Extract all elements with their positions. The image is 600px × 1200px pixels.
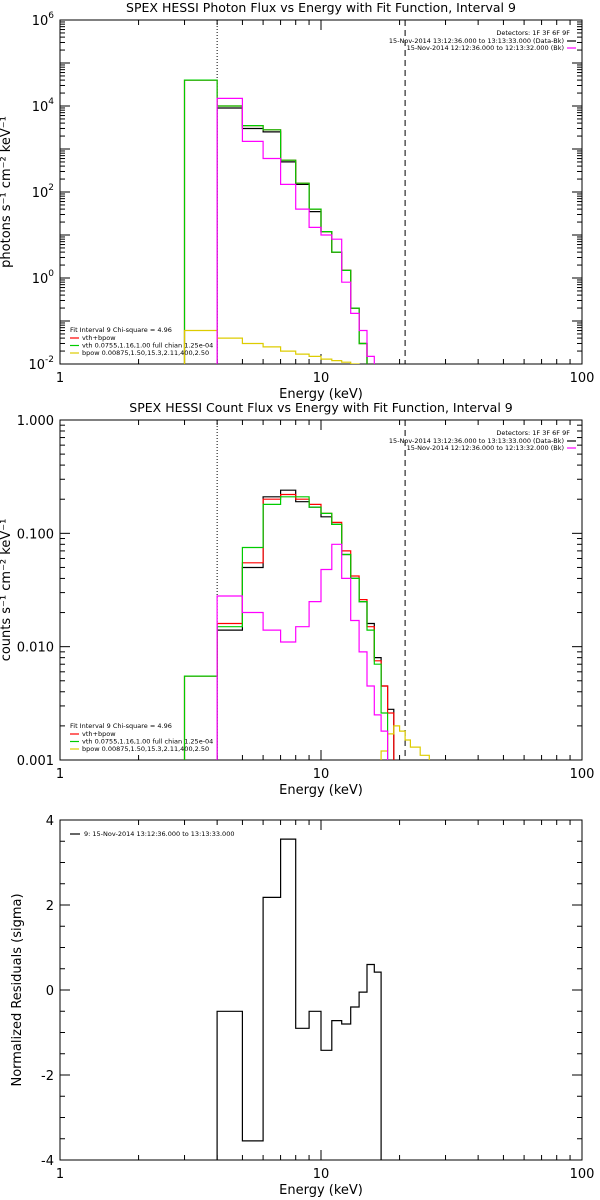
y-tick-exponent: -2 — [45, 355, 54, 365]
y-tick-label: 0.001 — [17, 754, 54, 769]
fit-legend-item: vth+bpow — [82, 334, 116, 342]
y-tick-label: 106 — [32, 11, 55, 29]
series-vth-bpow — [183, 493, 395, 760]
x-axis-label: Energy (keV) — [279, 1183, 363, 1198]
chart-panel-2: SPEX HESSI Count Flux vs Energy with Fit… — [0, 400, 594, 798]
y-tick-mantissa: 10 — [32, 272, 49, 287]
series-background — [216, 543, 389, 760]
y-tick-label: 0.100 — [17, 527, 54, 542]
legend-header: Detectors: 1F 3F 6F 9F — [496, 429, 570, 437]
y-tick-label: 1.000 — [17, 414, 54, 429]
series-vth — [183, 496, 389, 760]
fit-legend-header: Fit Interval 9 Chi-square = 4.96 — [70, 326, 172, 334]
data-series — [183, 79, 375, 364]
y-tick-label: 2 — [46, 899, 54, 914]
plot-frame — [59, 19, 583, 365]
fit-legend-item: bpow 0.00875,1.50,15.3,2.11,400,2.50 — [82, 745, 209, 753]
plot-frame — [59, 819, 583, 1161]
y-axis-label: Normalized Residuals (sigma) — [10, 893, 25, 1086]
data-series — [216, 838, 382, 1160]
y-tick-label: 100 — [32, 269, 55, 287]
y-tick-exponent: 0 — [48, 269, 54, 279]
y-tick-label: 10-2 — [28, 355, 54, 373]
x-tick-label: 10 — [313, 767, 330, 782]
fit-legend-header: Fit Interval 9 Chi-square = 4.96 — [70, 722, 172, 730]
y-tick-exponent: 4 — [48, 97, 54, 107]
y-tick-label: 102 — [32, 183, 54, 201]
x-tick-label: 100 — [570, 767, 595, 782]
legend-header: Detectors: 1F 3F 6F 9F — [496, 29, 570, 37]
legend-item: 15-Nov-2014 13:12:36.000 to 13:13:33.000… — [389, 37, 564, 45]
x-tick-label: 1 — [56, 1167, 64, 1182]
series-residuals — [216, 838, 382, 1160]
fit-legend-item: vth 0.0755,1.16,1.00 full chian 1.25e-04 — [82, 738, 213, 746]
y-tick-label: 4 — [46, 814, 54, 829]
series-data — [216, 107, 368, 364]
fit-legend-item: vth 0.0755,1.16,1.00 full chian 1.25e-04 — [82, 342, 213, 350]
y-tick-mantissa: 10 — [32, 100, 49, 115]
fit-legend-item: bpow 0.00875,1.50,15.3,2.11,400,2.50 — [82, 349, 209, 357]
x-tick-label: 10 — [313, 371, 330, 386]
chart-panel-3: 1 10 100 Energy (keV) 4 2 0 -2 -4 Normalized Resi… — [10, 814, 594, 1198]
legend-item: 15-Nov-2014 13:12:36.000 to 13:13:33.000… — [389, 437, 564, 445]
y-tick-label: 104 — [32, 97, 55, 115]
y-tick-label: 0 — [46, 984, 54, 999]
series-vth-bpow — [183, 79, 368, 364]
chart-panel-1: SPEX HESSI Photon Flux vs Energy with Fi… — [0, 0, 594, 402]
x-tick-label: 10 — [313, 1167, 330, 1182]
series-bpow — [183, 329, 360, 364]
x-axis-label: Energy (keV) — [279, 387, 363, 402]
chart-title: SPEX HESSI Count Flux vs Energy with Fit… — [129, 400, 512, 415]
legend-item: 15-Nov-2014 12:12:36.000 to 12:13:32.000… — [407, 44, 564, 52]
x-tick-label: 100 — [570, 371, 595, 386]
x-tick-label: 100 — [570, 1167, 595, 1182]
y-tick-exponent: 6 — [48, 11, 54, 21]
x-tick-label: 1 — [56, 371, 64, 386]
y-tick-mantissa: 10 — [28, 358, 45, 373]
y-axis-label: photons s⁻¹ cm⁻² keV⁻¹ — [0, 116, 14, 268]
data-series — [183, 489, 430, 760]
series-vth — [183, 79, 368, 364]
series-background — [216, 97, 375, 364]
legend-item: 9: 15-Nov-2014 13:12:36.000 to 13:13:33.… — [84, 830, 234, 838]
x-tick-label: 1 — [56, 767, 64, 782]
y-tick-exponent: 2 — [48, 183, 54, 193]
y-tick-mantissa: 10 — [32, 186, 49, 201]
y-tick-label: -2 — [41, 1069, 54, 1084]
y-tick-label: -4 — [41, 1154, 54, 1169]
legend-item: 15-Nov-2014 12:12:36.000 to 12:13:32.000… — [407, 444, 564, 452]
x-axis-label: Energy (keV) — [279, 783, 363, 798]
y-tick-label: 0.010 — [17, 641, 54, 656]
y-axis-label: counts s⁻¹ cm⁻² keV⁻¹ — [0, 519, 14, 662]
y-tick-mantissa: 10 — [32, 14, 49, 29]
chart-title: SPEX HESSI Photon Flux vs Energy with Fi… — [126, 0, 516, 15]
fit-legend-item: vth+bpow — [82, 730, 116, 738]
